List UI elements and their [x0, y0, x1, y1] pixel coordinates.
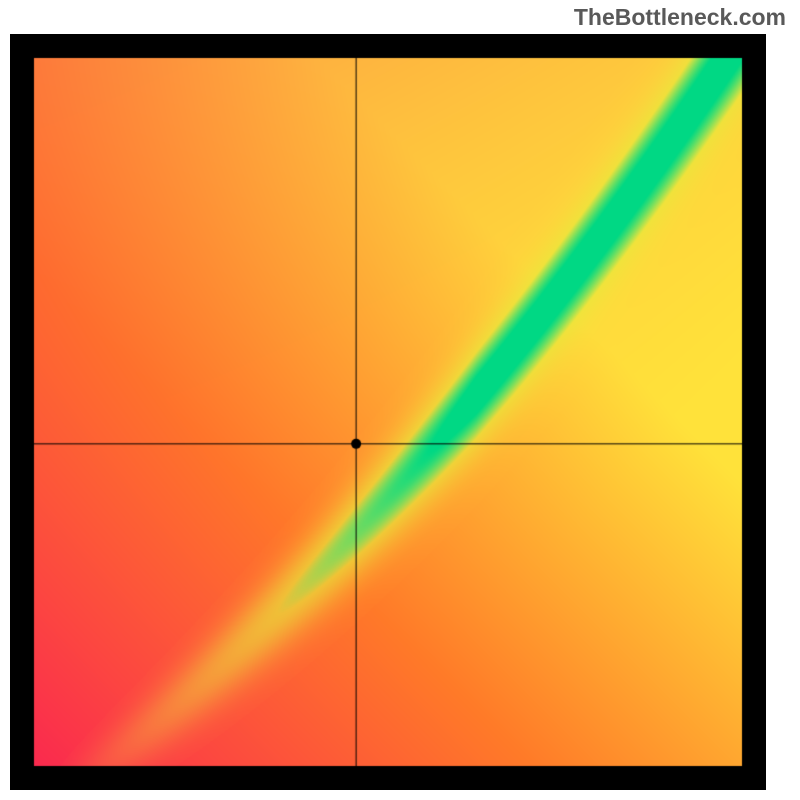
watermark-label: TheBottleneck.com: [574, 4, 786, 31]
chart-container: TheBottleneck.com: [0, 0, 800, 800]
bottleneck-heatmap: [10, 34, 766, 790]
